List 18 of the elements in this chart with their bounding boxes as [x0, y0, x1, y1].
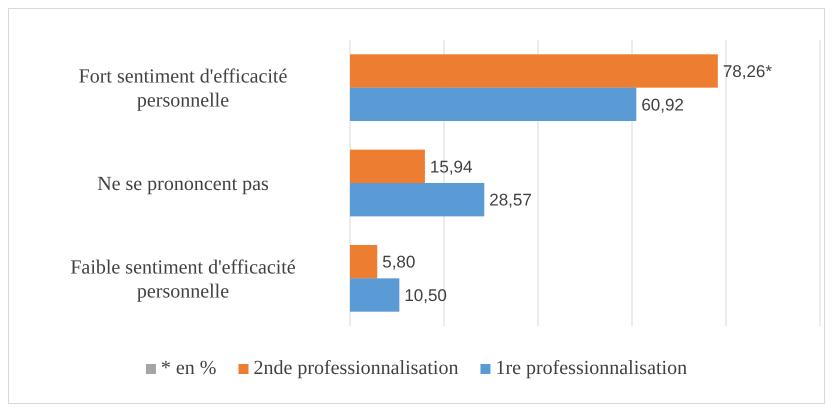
data-label: 28,57 — [489, 190, 532, 210]
legend-label: 1re professionnalisation — [495, 357, 688, 379]
legend-label: * en % — [160, 357, 216, 379]
y-tick-label: Faible sentiment d'efficacité personnelle — [70, 256, 296, 302]
legend-label: 2nde professionnalisation — [253, 357, 458, 379]
data-label: 5,80 — [382, 252, 416, 272]
bar — [350, 150, 425, 183]
bar — [350, 183, 484, 216]
bar — [350, 278, 400, 312]
data-label: 10,50 — [404, 286, 447, 306]
data-label: 60,92 — [641, 95, 684, 114]
bar — [350, 244, 378, 278]
data-label: 15,94 — [430, 157, 472, 176]
y-tick-label: Ne se prononcent pas — [97, 173, 270, 195]
bar — [350, 54, 718, 88]
data-label: 78,26* — [722, 62, 772, 81]
bar — [350, 88, 636, 122]
y-tick-label: Fort sentiment d'efficacité personnelle — [78, 66, 288, 112]
